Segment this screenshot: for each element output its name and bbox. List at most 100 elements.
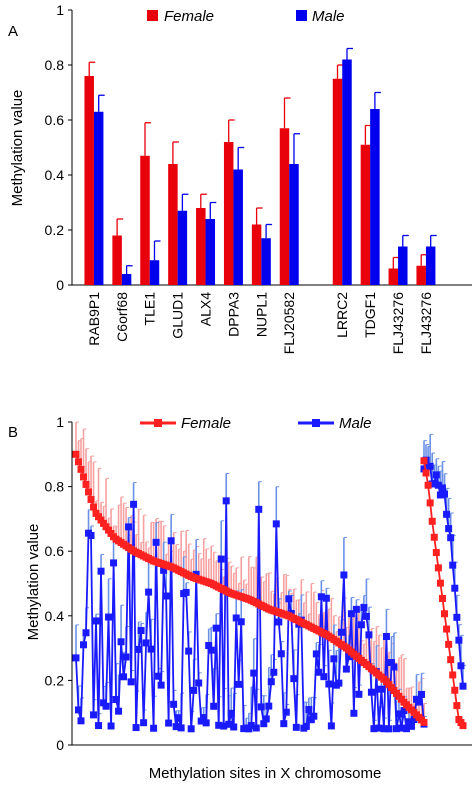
male-point [72,654,80,662]
panel-b-x-axis-label: Methylation sites in X chromosome [149,765,382,782]
female-right-point [451,686,459,694]
male-point [127,678,135,686]
male-right-point [420,465,428,473]
male-point [177,724,185,732]
male-point [340,571,348,579]
female-right-point [445,640,453,648]
category-label: TDGF1 [362,292,378,338]
male-point [395,710,403,718]
male-point [415,698,423,706]
male-point [350,709,358,717]
male-point [275,618,283,626]
male-point [140,719,148,727]
male-point [280,720,288,728]
male-right-point [436,491,444,499]
y-tick-label: 0 [56,277,64,293]
female-right-point [422,469,430,477]
male-point [155,672,163,680]
male-point [325,680,333,688]
panel-a-bars [84,47,437,285]
male-point [90,711,98,719]
male-point [125,523,133,531]
category-label: FLJ20582 [281,292,297,354]
male-point [210,702,218,710]
male-right-point [449,561,457,569]
male-point [212,624,220,632]
male-point [265,702,273,710]
male-right-point [443,510,451,518]
male-point [277,650,285,658]
y-tick-label: 0.2 [45,672,65,688]
male-point [107,722,115,730]
category-label: FLJ43276 [418,292,434,354]
male-point [402,725,410,733]
panel-a-letter: A [8,23,18,40]
bar-male [177,210,188,285]
male-point [182,588,190,596]
male-right-point [447,534,455,542]
male-point [130,500,138,508]
male-point [142,639,150,647]
female-point [82,480,90,488]
male-right-point [434,481,442,489]
male-point [222,497,230,505]
panel-b-y-axis-label: Methylation value [25,524,42,641]
female-right-point [428,517,436,525]
panel-a-y-axis-label: Methylation value [9,90,26,207]
legend-female-label: Female [164,8,214,25]
category-label: TLE1 [142,292,158,326]
male-point [375,724,383,732]
male-right-point [451,584,459,592]
male-right-point [457,662,465,670]
male-point [137,627,145,635]
male-point [152,538,160,546]
male-point [167,537,175,545]
bar-female [360,144,371,285]
bar-male [149,260,160,285]
male-point [117,638,125,646]
female-right-point [443,625,451,633]
male-point [217,555,225,563]
male-point [225,720,233,728]
male-point [122,653,130,661]
male-point [337,628,345,636]
panel-b-line-chart: B Methylation value 0 0.2 0.4 0.6 0.8 1 Femal… [8,414,472,782]
category-label: FLJ43276 [390,292,406,354]
female-right-point [426,499,434,507]
male-point [82,629,90,637]
male-point [120,673,128,681]
male-point [230,723,238,731]
female-right-point [438,594,446,602]
bar-female [332,78,343,285]
female-point [90,503,98,511]
legend-male-swatch [296,10,307,21]
male-point [195,679,203,687]
male-point [327,722,335,730]
male-point [290,675,298,683]
bar-female [112,235,122,285]
male-point [147,645,155,653]
bar-female [251,224,262,285]
category-label: GLUD1 [170,292,186,339]
bar-female [223,142,234,285]
male-right-point [445,525,453,533]
male-point [232,614,240,622]
legend-b-female-label: Female [181,415,231,432]
male-point [260,720,268,728]
male-point [330,655,338,663]
male-right-point [430,479,438,487]
female-right-point [434,564,442,572]
panel-b-plot-area [72,421,467,733]
male-point [417,690,425,698]
legend-male-label: Male [312,8,345,25]
male-point [267,678,275,686]
male-point [400,707,408,715]
bar-male [425,246,436,285]
female-point [80,473,88,481]
male-point [387,659,395,667]
male-point [87,531,95,539]
male-point [367,688,375,696]
male-point [380,725,388,733]
male-right-point [455,636,463,644]
male-point [190,686,198,694]
